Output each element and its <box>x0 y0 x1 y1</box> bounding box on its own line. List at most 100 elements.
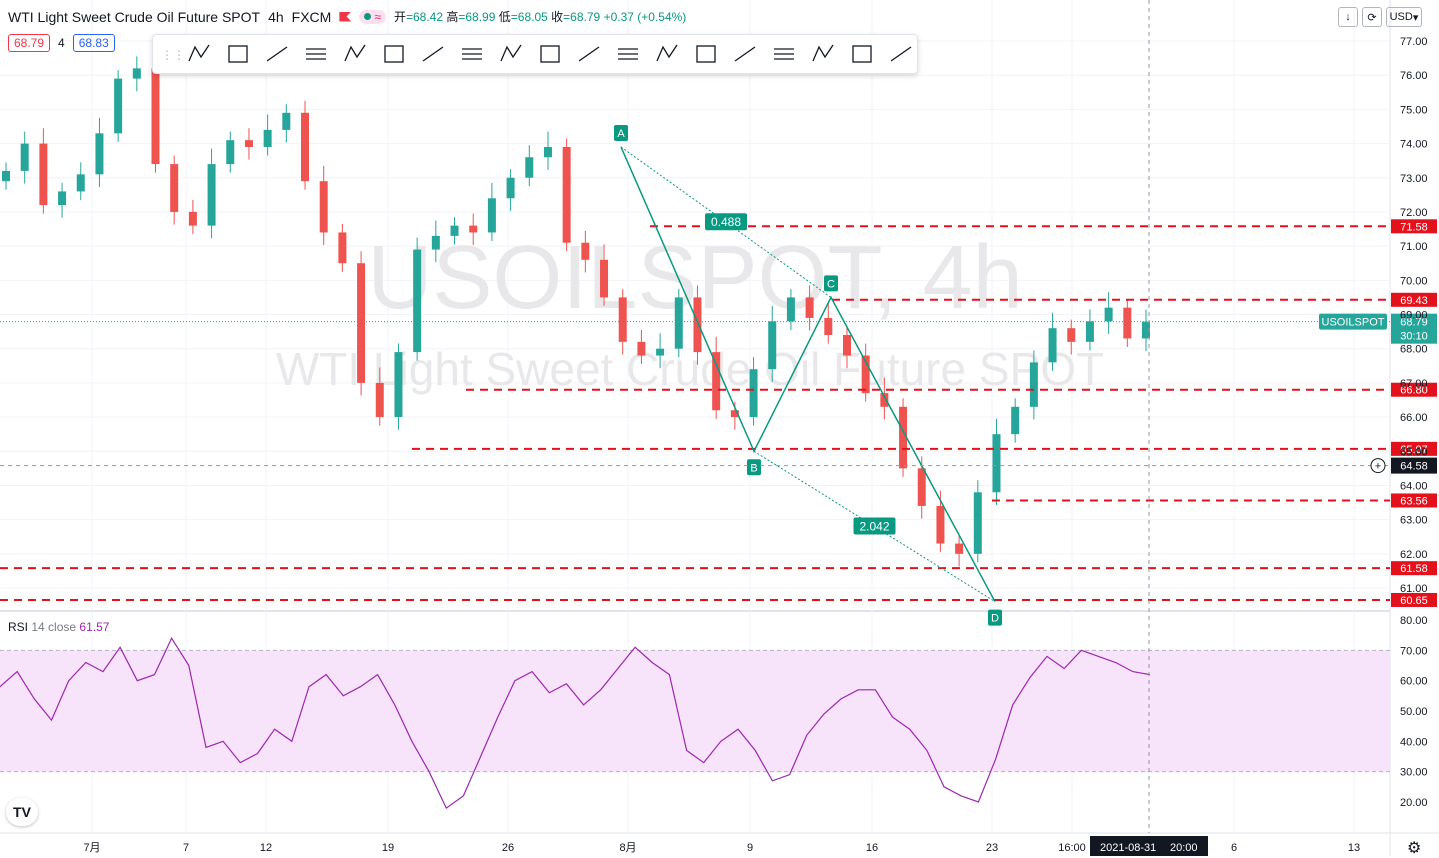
pattern-point-tag[interactable] <box>614 124 628 141</box>
angle-icon[interactable] <box>848 42 876 66</box>
rsi-line[interactable] <box>0 636 1151 810</box>
candle-body <box>880 393 889 407</box>
level-price-label: 61.58 <box>1400 563 1428 575</box>
level-price-tag <box>1391 441 1437 456</box>
text-icon-glyph <box>890 46 912 62</box>
interval-label[interactable]: 4h <box>268 8 284 25</box>
candle-body <box>581 242 590 260</box>
trend-line-icon[interactable] <box>614 42 642 66</box>
arrow-icon[interactable] <box>731 42 759 66</box>
buy-button[interactable]: 68.83 <box>72 34 115 52</box>
rsi-value: 61.57 <box>79 620 110 634</box>
pattern-point-tag[interactable] <box>988 609 1002 626</box>
candle-body <box>693 297 702 353</box>
time-tick-label: 13 <box>1348 842 1360 854</box>
rsi-tick-label: 40.00 <box>1400 736 1428 748</box>
xabcd-pattern-icon-glyph <box>188 44 210 62</box>
abcd-pattern: A B C D 0.488 2.042 USOILSPOT 68.79 30:10 <box>0 124 1437 626</box>
flag-icon[interactable] <box>339 11 352 22</box>
vertical-line-icon[interactable] <box>809 42 837 66</box>
text-icon[interactable] <box>887 42 915 66</box>
time-tick-label: 7月 <box>83 842 100 854</box>
fib-extension-icon[interactable] <box>575 42 603 66</box>
rsi-label[interactable]: RSI <box>8 620 29 634</box>
abcd-legs[interactable] <box>620 146 996 603</box>
symbol-tag-label: USOILSPOT <box>1322 317 1385 329</box>
three-drives-icon-glyph <box>344 44 366 62</box>
candle-body <box>936 505 945 544</box>
drag-handle-icon[interactable]: ⋮⋮ <box>161 48 185 62</box>
candle-body <box>1085 321 1094 342</box>
pattern-point-label: A <box>617 128 625 140</box>
candle-body <box>861 355 870 394</box>
level-price-label: 63.56 <box>1400 495 1428 507</box>
time-tick-label: 6 <box>1231 842 1237 854</box>
open-dot-icon <box>364 13 372 20</box>
candle-body <box>1104 307 1113 322</box>
wave-icon: ≈ <box>374 9 381 24</box>
high-value: =68.99 <box>458 10 496 24</box>
cypher-pattern-icon[interactable] <box>224 42 252 66</box>
rectangle-icon[interactable] <box>458 42 486 66</box>
time-tick-label: 23 <box>986 842 998 854</box>
level-price-tag <box>1391 493 1437 508</box>
pattern-point-tag[interactable] <box>747 459 761 476</box>
ratio-label: 2.042 <box>859 519 889 533</box>
candle-body <box>618 297 627 342</box>
candle-body <box>188 211 197 226</box>
level-price-label: 60.65 <box>1400 595 1428 607</box>
level-price-label: 66.80 <box>1400 385 1428 397</box>
open-label: 开 <box>393 10 406 24</box>
settings-gear-icon[interactable]: ⚙ <box>1407 840 1422 857</box>
head-shoulders-icon[interactable] <box>380 42 408 66</box>
candle-body <box>487 198 496 233</box>
arrow-icon-glyph <box>734 46 756 62</box>
market-status-icon[interactable]: ≈ <box>359 9 386 24</box>
sell-button[interactable]: 68.79 <box>8 34 51 52</box>
horizontal-line-icon-glyph <box>696 45 716 63</box>
level-price-label: 71.58 <box>1400 221 1428 233</box>
candle-body <box>450 225 459 236</box>
ratio-label: 0.488 <box>711 215 741 229</box>
parallel-channel-icon[interactable] <box>770 42 798 66</box>
abcd-pattern-icon[interactable] <box>263 42 291 66</box>
candle-body <box>170 164 179 212</box>
pattern-point-label: C <box>827 278 835 290</box>
candle-body <box>413 249 422 353</box>
candle-body <box>1067 328 1076 342</box>
ratio-tag <box>853 517 896 535</box>
time-tick-label: 7 <box>183 842 189 854</box>
candle-body <box>730 410 739 418</box>
time-tick-label: 26 <box>502 842 514 854</box>
candle-body <box>207 164 216 226</box>
scroll-down-icon[interactable]: ↓ <box>1338 7 1358 27</box>
level-price-tag <box>1391 219 1437 234</box>
three-drives-icon[interactable] <box>341 42 369 66</box>
candle-body <box>543 146 552 158</box>
elliott-wave-icon[interactable] <box>419 42 447 66</box>
candle-body <box>1011 406 1020 435</box>
candle-body <box>2 170 10 182</box>
symbol-title[interactable]: WTI Light Sweet Crude Oil Future SPOT <box>8 8 261 25</box>
candle-body <box>357 263 366 383</box>
time-tick-label: 16:00 <box>1058 842 1086 854</box>
add-alert-icon[interactable] <box>1370 458 1386 474</box>
ray-icon[interactable] <box>653 42 681 66</box>
rsi-tick-label: 80.00 <box>1400 615 1428 627</box>
xabcd-pattern-icon[interactable] <box>185 42 213 66</box>
fib-retracement-icon[interactable] <box>536 42 564 66</box>
triangle-pattern-icon[interactable] <box>302 42 330 66</box>
spread-value: 4 <box>58 36 65 50</box>
candle-body <box>20 143 29 171</box>
ellipse-icon[interactable] <box>497 42 525 66</box>
ray-icon-glyph <box>656 44 678 62</box>
candle-body <box>805 297 814 318</box>
candle-body <box>338 232 347 264</box>
candle-body <box>786 297 795 322</box>
pattern-point-tag[interactable] <box>824 275 838 292</box>
tradingview-logo[interactable]: TV <box>6 798 38 826</box>
refresh-icon[interactable]: ⟳ <box>1362 7 1382 27</box>
horizontal-line-icon[interactable] <box>692 42 720 66</box>
currency-select[interactable]: USD ▾ <box>1386 7 1422 27</box>
